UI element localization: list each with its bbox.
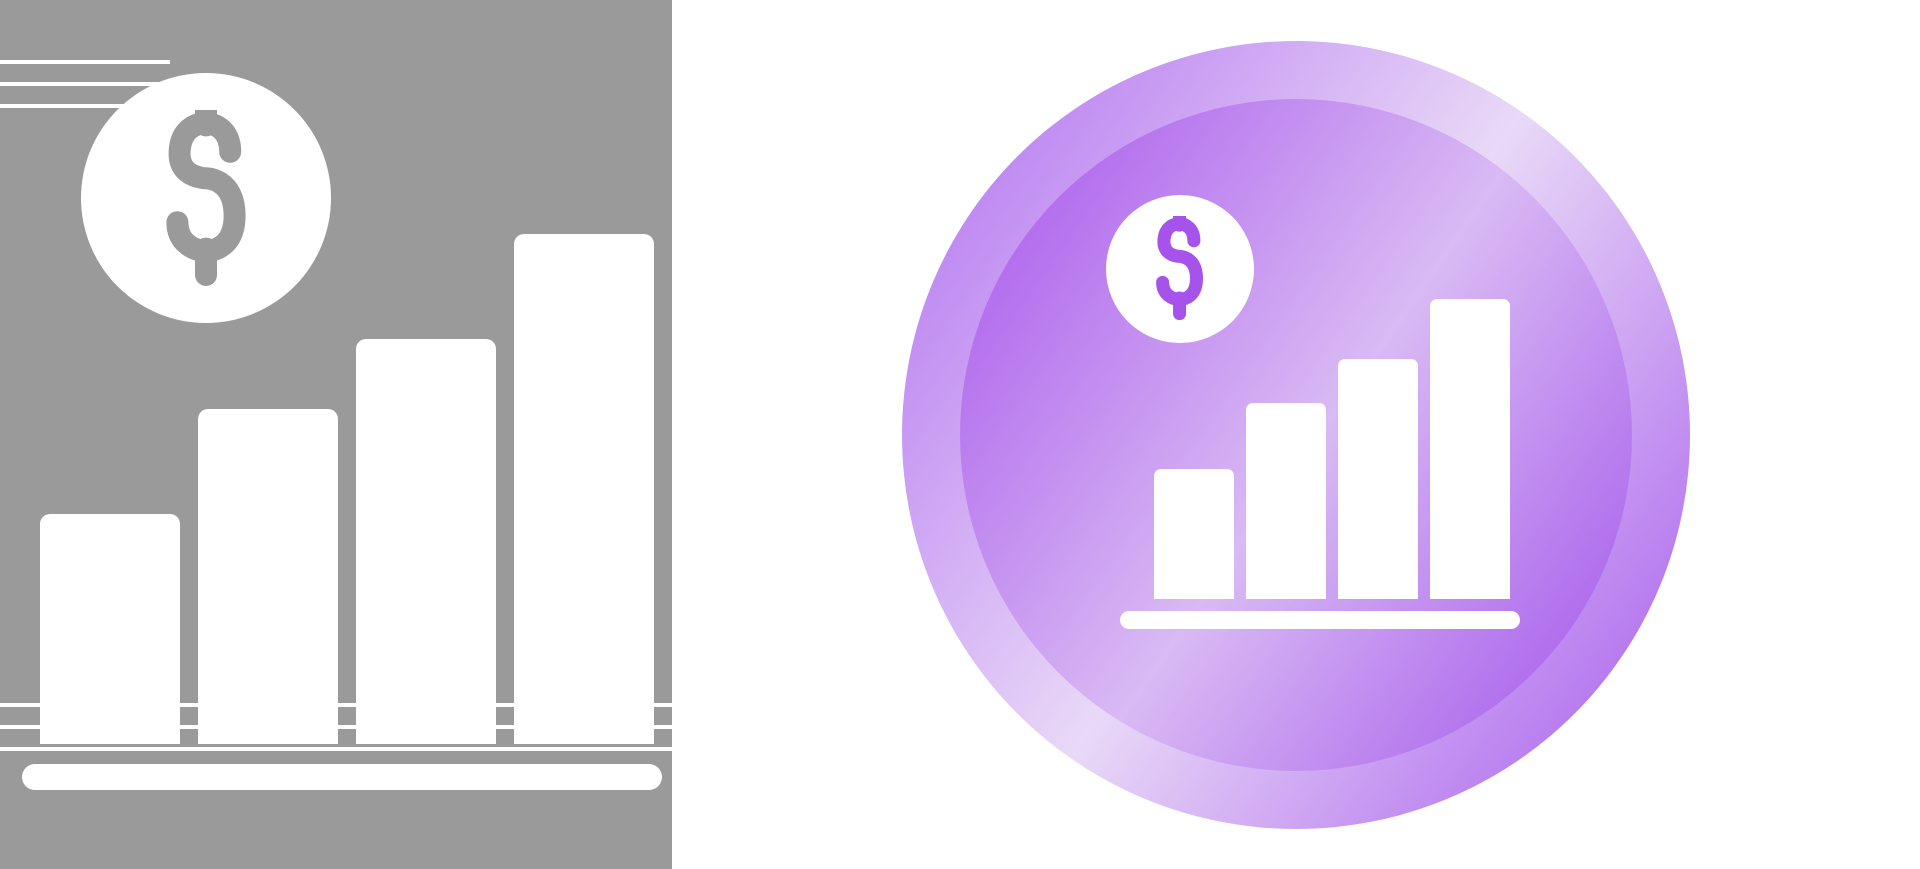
left-panel (0, 0, 672, 869)
circle-badge-outer (902, 41, 1690, 829)
right-bar-chart (1154, 299, 1510, 599)
bar (198, 409, 338, 744)
deco-line (0, 82, 170, 86)
bar (1154, 469, 1234, 599)
dollar-coin-icon (81, 73, 331, 323)
bar (1338, 359, 1418, 599)
canvas (0, 0, 1920, 869)
bar (356, 339, 496, 744)
bar (1246, 403, 1326, 599)
bar (40, 514, 180, 744)
dollar-coin-icon (1106, 195, 1254, 343)
left-bar-chart (40, 234, 654, 744)
dollar-sign-icon (151, 110, 261, 286)
bar (514, 234, 654, 744)
deco-line (0, 747, 672, 751)
right-baseline (1120, 611, 1520, 629)
deco-line (0, 60, 170, 64)
right-panel (672, 0, 1920, 869)
circle-badge-inner (960, 99, 1632, 771)
dollar-sign-icon (1147, 216, 1212, 320)
bar (1430, 299, 1510, 599)
left-baseline (22, 764, 662, 790)
